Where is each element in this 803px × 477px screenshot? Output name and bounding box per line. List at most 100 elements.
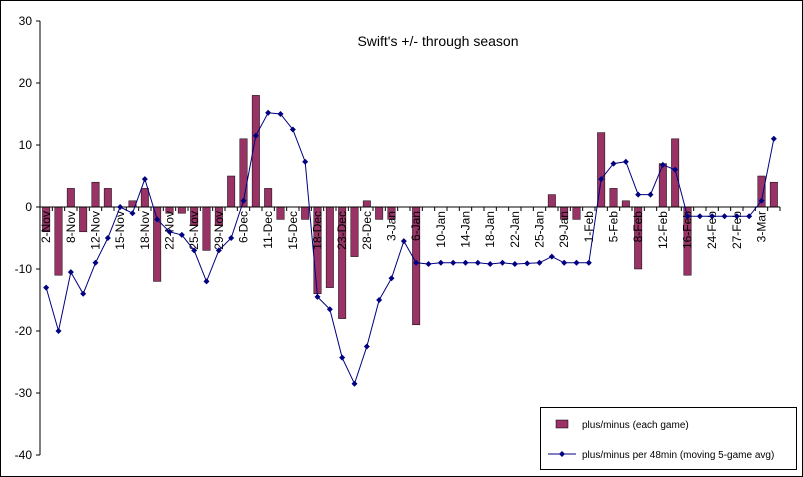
marker [536, 259, 543, 266]
legend-marker [559, 451, 565, 457]
marker [561, 259, 568, 266]
marker [610, 160, 617, 167]
bar [202, 206, 211, 251]
bar [621, 200, 630, 208]
x-tick-label: 23-Dec [335, 211, 349, 250]
marker [252, 132, 259, 139]
bar [547, 194, 556, 208]
marker [191, 247, 198, 254]
bar [301, 206, 310, 220]
bar [103, 188, 112, 208]
bar [276, 206, 285, 220]
marker [240, 197, 247, 204]
y-tick-label: -10 [15, 262, 33, 276]
marker [178, 231, 185, 238]
marker [363, 343, 370, 350]
marker [92, 259, 99, 266]
marker [487, 261, 494, 268]
marker [302, 158, 309, 165]
y-tick-label: 20 [19, 76, 33, 90]
x-tick-label: 8-Feb [631, 211, 645, 243]
bar [79, 206, 88, 233]
bar [572, 206, 581, 220]
marker [400, 238, 407, 245]
y-tick-label: 30 [19, 14, 33, 28]
marker [499, 259, 506, 266]
x-tick-label: 1-Feb [582, 211, 596, 243]
marker [55, 328, 62, 334]
marker [548, 253, 555, 260]
marker [635, 191, 642, 198]
y-tick-label: 0 [25, 200, 32, 214]
marker [511, 261, 518, 268]
marker [67, 269, 74, 276]
marker [228, 235, 235, 241]
x-tick-label: 29-Nov [212, 211, 226, 250]
x-tick-label: 25-Jan [533, 211, 547, 248]
x-tick-label: 11-Dec [261, 211, 275, 249]
bar [671, 138, 680, 208]
marker [684, 213, 691, 220]
marker [758, 197, 765, 204]
marker [598, 176, 605, 183]
marker [80, 290, 87, 297]
x-tick-label: 6-Jan [409, 211, 423, 241]
legend-box [540, 407, 797, 470]
x-tick-label: 12-Feb [656, 211, 670, 249]
marker [314, 293, 321, 300]
bar [177, 206, 186, 214]
marker [277, 111, 284, 117]
x-tick-label: 18-Nov [138, 211, 152, 250]
marker [203, 278, 210, 285]
bar [239, 138, 248, 208]
line [45, 112, 775, 386]
marker [215, 247, 222, 254]
marker [709, 213, 716, 220]
x-tick-label: 5-Feb [607, 211, 621, 243]
x-tick-label: 27-Feb [730, 211, 744, 249]
x-tick-label: 10-Jan [434, 211, 448, 248]
bar [91, 181, 100, 208]
bar [362, 200, 371, 208]
x-tick-label: 6-Dec [237, 211, 251, 243]
marker [141, 176, 148, 183]
chart-title: Swift's +/- through season [357, 33, 518, 49]
marker [104, 235, 111, 241]
marker [672, 166, 679, 173]
x-tick-label: 15-Nov [113, 211, 127, 250]
marker [154, 216, 161, 223]
x-tick-label: 28-Dec [360, 211, 374, 250]
marker [659, 161, 666, 168]
x-tick-label: 22-Jan [508, 211, 522, 248]
x-tick-label: 3-Jan [385, 211, 399, 241]
marker [746, 213, 753, 220]
marker [166, 228, 173, 235]
marker [622, 158, 629, 165]
x-tick-label: 25-Nov [187, 211, 201, 250]
x-tick-label: 16-Feb [681, 211, 695, 249]
bar [350, 206, 359, 257]
x-tick-label: 29-Jan [557, 211, 571, 248]
marker [770, 135, 777, 142]
bar [325, 206, 334, 288]
marker [437, 259, 444, 266]
bar [609, 188, 618, 208]
x-tick-label: 15-Dec [286, 211, 300, 250]
marker [388, 275, 395, 282]
y-tick-label: 10 [19, 138, 33, 152]
x-tick-label: 24-Feb [705, 211, 719, 249]
bar [140, 188, 149, 208]
x-tick-label: 2-Nov [39, 211, 53, 243]
marker [733, 213, 740, 220]
legend-label: plus/minus per 48min (moving 5-game avg) [582, 450, 774, 461]
marker [573, 259, 580, 266]
bar [227, 175, 236, 208]
marker [265, 109, 272, 116]
marker [462, 259, 469, 266]
marker [117, 204, 124, 210]
marker [647, 191, 654, 198]
marker [339, 354, 346, 361]
x-tick-label: 18-Jan [483, 211, 497, 248]
bar [375, 206, 384, 220]
